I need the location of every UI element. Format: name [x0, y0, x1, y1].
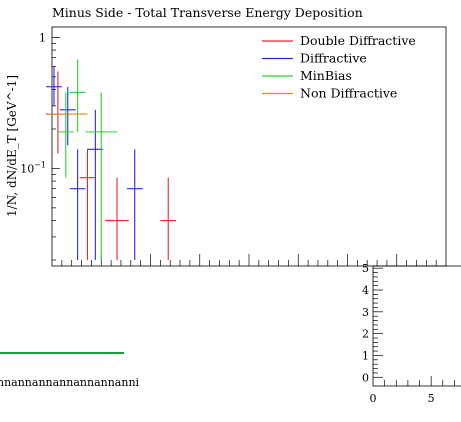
inset-y-label: 3 [362, 306, 369, 319]
data-points [46, 59, 177, 261]
chart-title: Minus Side - Total Transverse Energy Dep… [52, 5, 363, 20]
data-point [126, 149, 143, 261]
y-tick-label: 1 [39, 31, 46, 44]
legend-entry: Double Diffractive [262, 33, 416, 48]
data-point [160, 177, 177, 261]
data-point [69, 59, 86, 132]
inset-tick-labels: 0 1 2 3 4 5 0 5 [362, 262, 435, 405]
inset-tick-marks [373, 267, 455, 386]
data-point [85, 92, 118, 261]
stray-text: nnannannannannannanni [0, 376, 140, 389]
data-point [59, 86, 76, 146]
y-axis-label: 1/N, dN/dE_T [GeV^-1] [5, 75, 19, 217]
data-point [57, 92, 74, 178]
data-point [87, 109, 104, 261]
inset-y-label: 4 [362, 284, 369, 297]
legend-entry: Non Diffractive [262, 86, 397, 101]
plot-frame [51, 26, 447, 267]
inset-x-label: 5 [428, 392, 435, 405]
legend-label: MinBias [300, 68, 352, 83]
y-tick-labels: 1 10−1 [20, 31, 46, 175]
inset-y-label: 0 [362, 371, 369, 384]
inset-y-label: 2 [362, 328, 369, 341]
legend-label: Non Diffractive [300, 86, 397, 101]
legend-label: Diffractive [300, 51, 367, 66]
data-point [105, 177, 129, 261]
data-point [79, 149, 96, 261]
data-point [69, 149, 86, 261]
data-point [46, 66, 62, 106]
legend-label: Double Diffractive [300, 33, 416, 48]
inset-y-label: 5 [362, 262, 369, 275]
plot-tick-marks [52, 37, 437, 266]
legend-entry: MinBias [262, 68, 352, 83]
inset-x-label: 0 [370, 392, 377, 405]
y-tick-label: 10−1 [20, 160, 46, 175]
legend-entry: Diffractive [262, 51, 367, 66]
legend: Double Diffractive Diffractive MinBias Non … [262, 33, 416, 101]
inset-frame [372, 265, 461, 387]
inset-y-label: 1 [362, 349, 369, 362]
